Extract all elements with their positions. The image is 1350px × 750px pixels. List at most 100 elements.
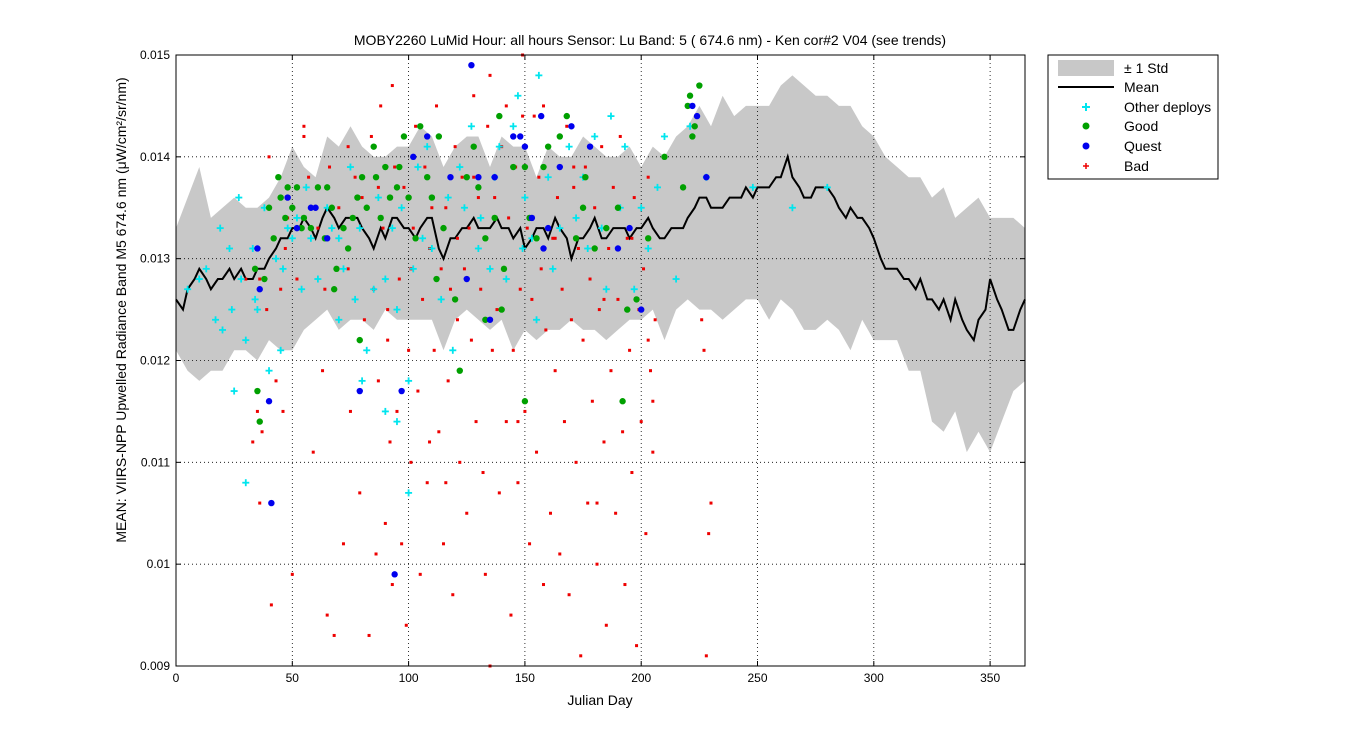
- bad-point: [525, 226, 529, 230]
- other-deploys-point: [272, 255, 280, 263]
- other-deploys-point: [405, 377, 413, 385]
- other-deploys-point: [230, 387, 238, 395]
- quest-point: [586, 143, 594, 150]
- good-point: [482, 235, 489, 242]
- good-point: [254, 387, 261, 395]
- bad-point: [346, 267, 350, 271]
- bad-point: [258, 277, 262, 281]
- good-point: [275, 174, 282, 181]
- bad-point: [646, 338, 650, 342]
- good-point: [491, 214, 498, 222]
- good-point: [500, 265, 508, 273]
- quest-point: [521, 143, 529, 150]
- bad-point: [411, 226, 415, 230]
- bad-point: [383, 521, 387, 525]
- good-point: [300, 214, 308, 222]
- good-point: [533, 235, 540, 242]
- quest-point: [626, 224, 633, 232]
- bad-point: [390, 84, 394, 88]
- bad-point: [362, 318, 366, 322]
- other-deploys-point: [184, 285, 192, 293]
- other-deploys-point: [509, 122, 517, 130]
- good-point: [354, 194, 361, 201]
- good-point: [691, 123, 698, 130]
- quest-point: [447, 174, 454, 181]
- bad-point: [348, 409, 352, 413]
- y-tick-label: 0.011: [141, 455, 170, 469]
- bad-point: [642, 267, 646, 271]
- other-deploys-point: [370, 285, 378, 293]
- bad-point: [516, 420, 520, 424]
- bad-point: [628, 348, 632, 352]
- bad-point: [397, 277, 401, 281]
- good-point: [603, 224, 610, 232]
- good-point: [330, 286, 338, 293]
- other-deploys-point: [444, 194, 452, 202]
- good-point: [428, 194, 436, 201]
- bad-point: [376, 185, 380, 189]
- quest-point: [391, 571, 398, 578]
- good-point: [470, 143, 477, 150]
- bad-point: [479, 287, 483, 291]
- other-deploys-point: [565, 143, 573, 151]
- bad-point: [565, 124, 569, 128]
- good-point: [333, 265, 340, 273]
- std-band-layer: [176, 75, 1025, 453]
- bad-point: [702, 348, 706, 352]
- bad-point: [446, 379, 450, 383]
- other-deploys-point: [535, 71, 543, 79]
- bad-point: [632, 196, 636, 200]
- other-deploys-point: [219, 326, 227, 334]
- other-deploys-point: [519, 244, 527, 252]
- good-point: [251, 265, 259, 273]
- bad-point: [404, 623, 408, 627]
- bad-point: [560, 287, 564, 291]
- other-deploys-point: [393, 306, 401, 314]
- quest-point: [356, 387, 363, 395]
- bad-point: [416, 389, 420, 393]
- other-deploys-point: [749, 183, 757, 191]
- bad-point: [553, 369, 557, 373]
- other-deploys-point: [521, 194, 529, 202]
- other-deploys-point: [502, 275, 510, 283]
- bad-point: [700, 318, 704, 322]
- bad-point: [567, 593, 571, 597]
- bad-point: [458, 460, 462, 464]
- bad-point: [504, 104, 508, 108]
- y-tick-label: 0.01: [147, 557, 171, 571]
- bad-point: [388, 440, 392, 444]
- other-deploys-point: [335, 316, 343, 324]
- bad-point: [600, 145, 604, 149]
- good-point: [498, 306, 505, 313]
- other-deploys-point: [374, 194, 382, 202]
- bad-point: [409, 460, 413, 464]
- quest-point: [468, 61, 475, 69]
- bad-point: [251, 440, 255, 444]
- other-deploys-point: [660, 132, 668, 140]
- bad-point: [709, 501, 713, 505]
- good-point: [582, 174, 589, 181]
- good-point: [696, 82, 703, 89]
- other-deploys-point: [212, 316, 220, 324]
- bad-point: [302, 124, 306, 128]
- good-point: [661, 153, 668, 161]
- other-deploys-point: [405, 489, 413, 497]
- bad-point: [595, 501, 599, 505]
- other-deploys-point: [460, 204, 468, 212]
- bad-point: [611, 185, 615, 189]
- other-deploys-point: [456, 163, 464, 171]
- bad-point: [465, 511, 469, 515]
- other-deploys-point: [672, 275, 680, 283]
- bad-point: [444, 206, 448, 210]
- bad-point: [535, 450, 539, 454]
- quest-point: [323, 235, 331, 242]
- good-point: [314, 184, 322, 191]
- bad-point: [425, 481, 429, 485]
- good-point: [624, 306, 631, 313]
- bad-point: [472, 175, 476, 179]
- good-point: [328, 204, 336, 211]
- legend-good-label: Good: [1124, 118, 1158, 134]
- bad-point: [367, 633, 371, 637]
- other-deploys-point: [572, 214, 580, 222]
- bad-point: [258, 501, 262, 505]
